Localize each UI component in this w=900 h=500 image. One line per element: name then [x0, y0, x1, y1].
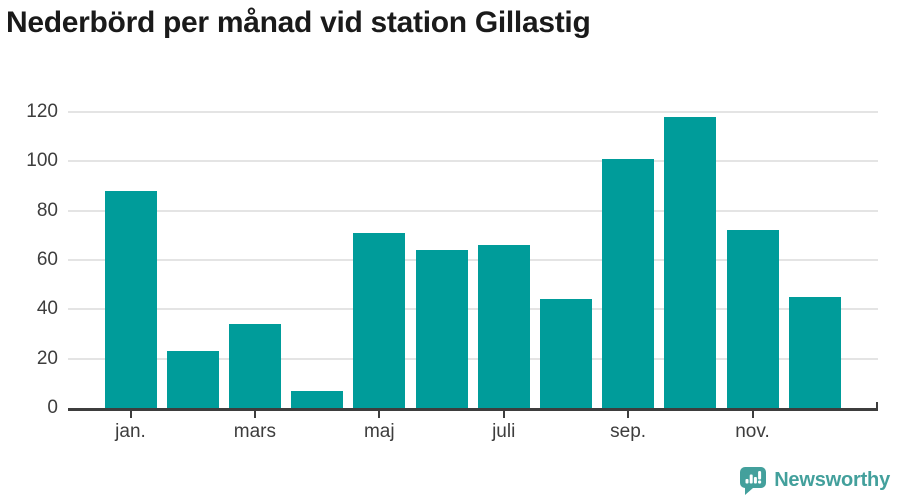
gridline-y-20 [68, 357, 878, 360]
y-axis-label-100: 100 [26, 150, 58, 172]
bar-dec. [788, 296, 841, 408]
bar-jan. [104, 190, 157, 408]
bar-mars [228, 324, 281, 408]
y-axis-label-60: 60 [36, 248, 58, 270]
x-axis-label-jan.: jan. [115, 421, 146, 442]
logo-bar-3 [754, 477, 758, 484]
y-axis-label-120: 120 [26, 100, 58, 122]
x-axis-label-mars: mars [233, 421, 277, 442]
x-axis-label-nov.: nov. [735, 421, 770, 442]
x-axis-label-juli: juli [492, 421, 516, 442]
bar-nov. [726, 230, 779, 408]
bar-apr. [291, 390, 344, 408]
bar-sep. [602, 158, 655, 408]
logo-bar-1 [745, 479, 749, 484]
brand-footer: Newsworthy [739, 466, 890, 495]
bar-juli [477, 245, 530, 408]
x-axis-label-sep.: sep. [610, 421, 647, 442]
y-axis-label-80: 80 [36, 199, 58, 221]
gridline-y-60 [68, 258, 878, 261]
x-axis-tick-juli [502, 410, 505, 418]
x-axis-tick-maj [378, 410, 381, 418]
bar-okt. [664, 116, 717, 408]
y-axis-label-40: 40 [36, 298, 58, 320]
x-axis-label-maj: maj [363, 421, 395, 442]
logo-exclamation-dot [758, 480, 762, 484]
bar-aug. [539, 299, 592, 408]
gridline-y-120 [68, 110, 878, 113]
x-axis-end-tick [875, 401, 878, 411]
x-axis-tick-nov. [751, 410, 754, 418]
gridline-y-100 [68, 160, 878, 163]
speech-bubble-shape [740, 467, 767, 495]
chart-title: Nederbörd per månad vid station Gillasti… [6, 6, 591, 39]
x-axis-tick-sep. [627, 410, 630, 418]
bar-feb. [166, 351, 219, 408]
gridline-y-80 [68, 209, 878, 212]
bar-juni [415, 250, 468, 408]
y-axis-label-20: 20 [36, 347, 58, 369]
x-axis-tick-mars [253, 410, 256, 418]
gridline-y-40 [68, 308, 878, 311]
y-axis-label-0: 0 [47, 397, 58, 418]
x-axis-tick-jan. [129, 410, 132, 418]
logo-bar-2 [749, 474, 753, 484]
x-axis-line [68, 408, 878, 411]
bar-maj [353, 232, 406, 408]
newsworthy-logo-icon [740, 467, 767, 495]
logo-exclamation-stem [758, 471, 762, 480]
newsworthy-logo-text: Newsworthy [774, 469, 890, 491]
